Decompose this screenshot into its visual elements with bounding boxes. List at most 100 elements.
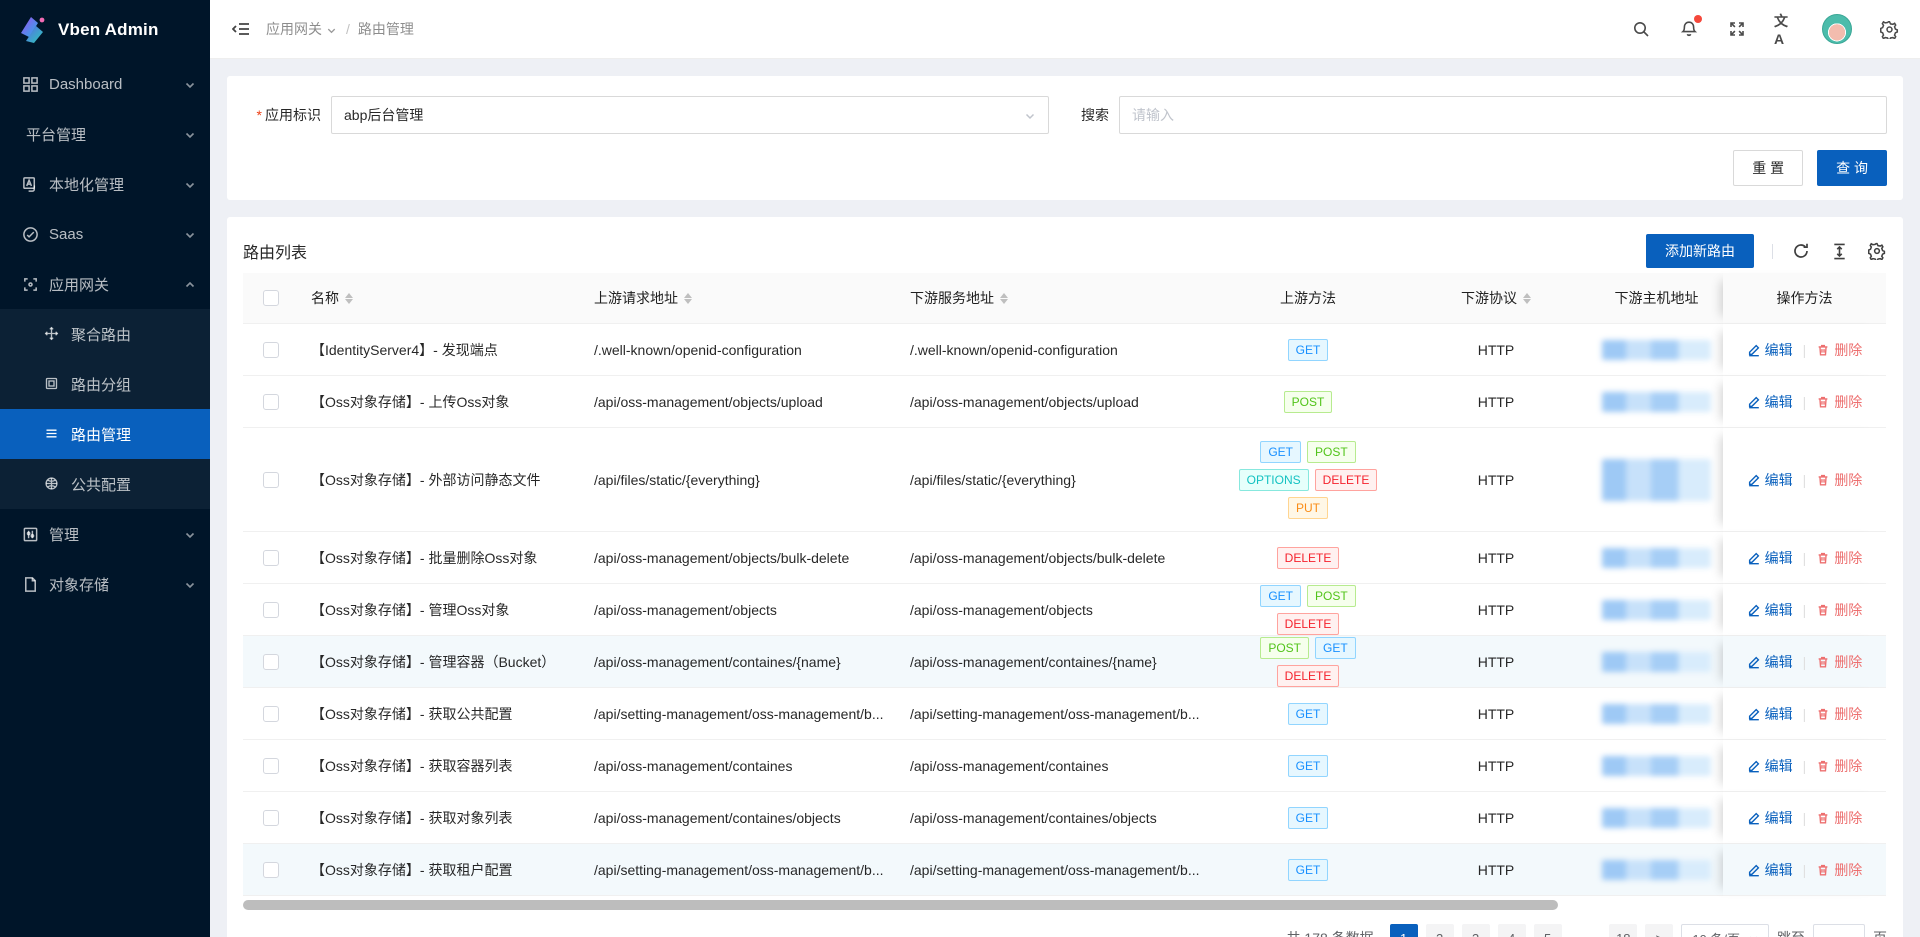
edit-button[interactable]: 编辑	[1747, 808, 1793, 828]
row-checkbox[interactable]	[263, 393, 279, 410]
sidebar-item-路由管理[interactable]: 路由管理	[0, 409, 210, 459]
edit-button[interactable]: 编辑	[1747, 652, 1793, 672]
method-tag-options: OPTIONS	[1238, 468, 1309, 491]
sort-icon[interactable]	[1523, 292, 1531, 304]
edit-pencil-icon	[1747, 473, 1761, 487]
fullscreen-icon[interactable]	[1726, 18, 1748, 40]
sidebar-item-应用网关[interactable]: 应用网关	[0, 259, 210, 309]
bell-icon[interactable]	[1678, 15, 1702, 40]
sidebar-item-对象存储[interactable]: 对象存储	[0, 559, 210, 609]
delete-button[interactable]: 删除	[1816, 340, 1862, 360]
sort-icon[interactable]	[684, 292, 692, 304]
edit-label: 编辑	[1764, 705, 1793, 722]
trash-icon	[1816, 343, 1830, 357]
actions-cell: 编辑 | 删除	[1723, 844, 1886, 896]
column-header-protocol[interactable]: 下游协议	[1402, 273, 1590, 324]
sidebar-item-路由分组[interactable]: 路由分组	[0, 359, 210, 409]
delete-label: 删除	[1834, 861, 1863, 878]
jump-unit: 页	[1873, 928, 1887, 937]
edit-button[interactable]: 编辑	[1747, 392, 1793, 412]
row-checkbox[interactable]	[263, 549, 279, 566]
edit-button[interactable]: 编辑	[1747, 860, 1793, 880]
row-checkbox[interactable]	[263, 705, 279, 722]
gear-icon[interactable]	[1878, 18, 1900, 40]
upstream-path-cell: /api/oss-management/containes/{name}	[582, 636, 898, 688]
row-checkbox[interactable]	[263, 653, 279, 670]
logo[interactable]: Vben Admin	[0, 0, 210, 59]
avatar[interactable]	[1822, 14, 1852, 44]
translate-icon[interactable]: 文A	[1774, 13, 1788, 47]
sort-icon[interactable]	[1000, 292, 1008, 304]
method-tag-get: GET	[1260, 584, 1301, 607]
edit-button[interactable]: 编辑	[1747, 340, 1793, 360]
delete-button[interactable]: 删除	[1816, 860, 1862, 880]
row-checkbox[interactable]	[263, 861, 279, 878]
menu-fold-icon[interactable]	[224, 12, 258, 46]
delete-button[interactable]: 删除	[1816, 600, 1862, 620]
row-checkbox[interactable]	[263, 471, 279, 488]
pagination-page-18[interactable]: 18	[1609, 924, 1638, 937]
route-name-cell: 【Oss对象存储】- 管理Oss对象	[299, 584, 582, 636]
row-checkbox[interactable]	[263, 341, 279, 358]
edit-button[interactable]: 编辑	[1747, 704, 1793, 724]
route-group-icon	[44, 376, 61, 393]
column-header-downstream[interactable]: 下游服务地址	[898, 273, 1214, 324]
horizontal-scrollbar-thumb[interactable]	[243, 900, 1559, 910]
sidebar-item-公共配置[interactable]: 公共配置	[0, 459, 210, 509]
select-all-checkbox[interactable]	[263, 290, 279, 306]
delete-button[interactable]: 删除	[1816, 652, 1862, 672]
sidebar-item-平台管理[interactable]: 平台管理	[0, 109, 210, 159]
app-id-select[interactable]: abp后台管理	[331, 96, 1049, 134]
row-checkbox[interactable]	[263, 757, 279, 774]
page-size-select[interactable]: 10 条/页	[1681, 924, 1769, 937]
upstream-path-cell: /api/files/static/{everything}	[582, 428, 898, 532]
chevron-down-icon	[184, 128, 196, 140]
jump-input[interactable]	[1813, 924, 1865, 937]
redo-icon[interactable]	[1791, 241, 1811, 261]
pagination-page-4[interactable]: 4	[1497, 924, 1526, 937]
upstream-path-cell: /api/oss-management/objects/upload	[582, 376, 898, 428]
delete-button[interactable]: 删除	[1816, 756, 1862, 776]
sidebar-item-聚合路由[interactable]: 聚合路由	[0, 309, 210, 359]
column-header-upstream[interactable]: 上游请求地址	[582, 273, 898, 324]
row-checkbox-cell	[243, 740, 299, 792]
column-label: 下游协议	[1461, 290, 1517, 306]
row-checkbox-cell	[243, 376, 299, 428]
delete-button[interactable]: 删除	[1816, 470, 1862, 490]
edit-button[interactable]: 编辑	[1747, 756, 1793, 776]
edit-button[interactable]: 编辑	[1747, 600, 1793, 620]
sidebar-item-Dashboard[interactable]: Dashboard	[0, 59, 210, 109]
row-checkbox[interactable]	[263, 601, 279, 618]
add-route-button[interactable]: 添加新路由	[1646, 234, 1754, 268]
query-button[interactable]: 查 询	[1817, 150, 1887, 186]
row-checkbox[interactable]	[263, 809, 279, 826]
sidebar-item-Saas[interactable]: Saas	[0, 209, 210, 259]
search-icon[interactable]	[1630, 18, 1652, 40]
pagination-next-button[interactable]: >	[1645, 924, 1674, 937]
column-header-name[interactable]: 名称	[299, 273, 582, 324]
pagination-page-2[interactable]: 2	[1425, 924, 1454, 937]
page-size-value: 10 条/页	[1692, 929, 1740, 937]
delete-button[interactable]: 删除	[1816, 808, 1862, 828]
sidebar-item-管理[interactable]: 管理	[0, 509, 210, 559]
sort-icon[interactable]	[345, 292, 353, 304]
row-checkbox-cell	[243, 324, 299, 376]
delete-button[interactable]: 删除	[1816, 704, 1862, 724]
edit-button[interactable]: 编辑	[1747, 548, 1793, 568]
row-checkbox-cell	[243, 844, 299, 896]
reset-button[interactable]: 重 置	[1733, 150, 1804, 186]
breadcrumb-item-路由管理[interactable]: 路由管理	[357, 21, 414, 37]
pagination-page-1[interactable]: 1	[1389, 924, 1418, 937]
settings-gear-icon[interactable]	[1867, 241, 1887, 261]
pagination-page-5[interactable]: 5	[1533, 924, 1562, 937]
delete-button[interactable]: 删除	[1816, 548, 1862, 568]
sidebar-item-本地化管理[interactable]: 本地化管理	[0, 159, 210, 209]
pagination-page-3[interactable]: 3	[1461, 924, 1490, 937]
delete-button[interactable]: 删除	[1816, 392, 1862, 412]
column-height-icon[interactable]	[1829, 241, 1849, 261]
edit-label: 编辑	[1764, 393, 1793, 410]
edit-button[interactable]: 编辑	[1747, 470, 1793, 490]
search-input[interactable]	[1132, 107, 1874, 123]
breadcrumb-item-应用网关[interactable]: 应用网关	[266, 19, 338, 39]
actions-cell: 编辑 | 删除	[1723, 740, 1886, 792]
